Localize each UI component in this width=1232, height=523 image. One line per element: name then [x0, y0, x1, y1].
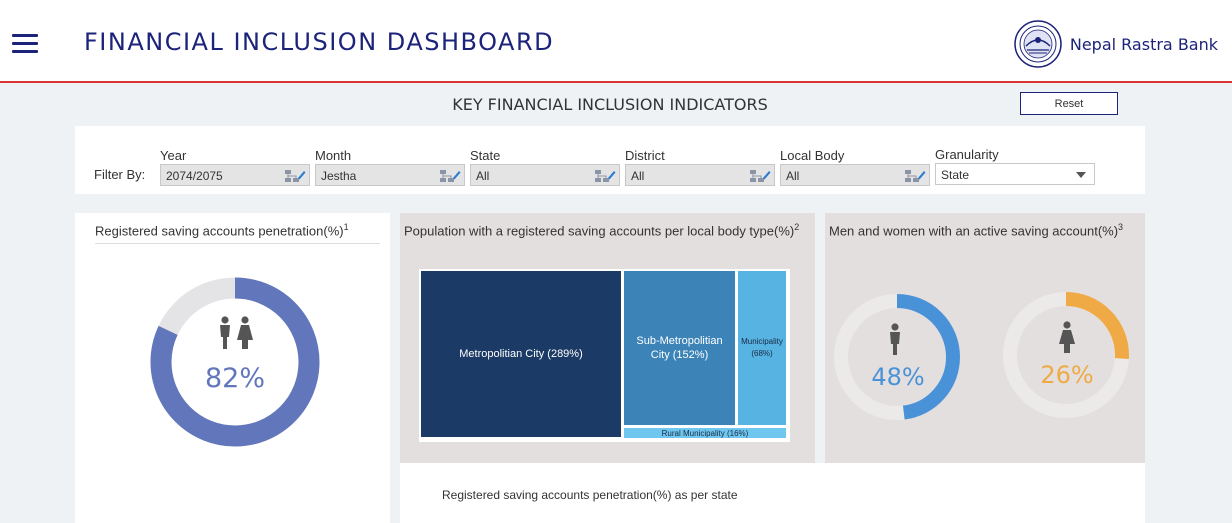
local-body-card: Population with a registered saving acco… [400, 213, 815, 463]
state-select[interactable]: All [470, 164, 620, 186]
treemap-cell-sub-metropolitan[interactable]: Sub-Metropolitian City (152%) [624, 271, 735, 425]
district-select[interactable]: All [625, 164, 775, 186]
chevron-down-icon[interactable] [1076, 172, 1086, 178]
app-title: FINANCIAL INCLUSION DASHBOARD [84, 28, 555, 56]
filter-year-label: Year [160, 148, 187, 163]
hierarchy-edit-icon[interactable] [594, 168, 616, 184]
men-donut[interactable] [825, 213, 1145, 463]
section-title: KEY FINANCIAL INCLUSION INDICATORS [452, 95, 768, 114]
state-title: Registered saving accounts penetration(%… [442, 488, 738, 502]
brand-name: Nepal Rastra Bank [1069, 34, 1218, 54]
treemap-cell-rural-municipality[interactable]: Rural Municipality (16%) [624, 428, 786, 438]
year-select[interactable]: 2074/2075 [160, 164, 310, 186]
filter-by-label: Filter By: [94, 167, 146, 182]
local-body-treemap: Metropolitian City (289%) Sub-Metropolit… [419, 269, 790, 442]
brand[interactable]: Nepal Rastra Bank [1014, 20, 1218, 68]
state-card: Registered saving accounts penetration(%… [400, 463, 1145, 523]
filter-bar: Filter By: Year 2074/2075 Month Jestha S… [75, 126, 1145, 194]
man-icon [890, 323, 900, 355]
year-value: 2074/2075 [166, 169, 223, 183]
nepal-rastra-bank-logo-icon [1014, 20, 1062, 68]
filter-state-label: State [470, 148, 501, 163]
gender-card: Men and women with an active saving acco… [825, 213, 1145, 463]
filter-year: Year 2074/2075 [160, 149, 310, 186]
hierarchy-edit-icon[interactable] [904, 168, 926, 184]
menu-icon[interactable] [12, 34, 38, 54]
hierarchy-edit-icon[interactable] [749, 168, 771, 184]
filter-month-label: Month [315, 148, 352, 163]
filter-granularity-label: Granularity [935, 147, 999, 162]
local-body-title: Population with a registered saving acco… [404, 222, 800, 239]
hierarchy-edit-icon[interactable] [284, 168, 306, 184]
district-value: All [631, 169, 645, 183]
month-select[interactable]: Jestha [315, 164, 465, 186]
app-header: FINANCIAL INCLUSION DASHBOARD Nepal Rast… [0, 0, 1232, 83]
women-arc[interactable] [1003, 292, 1129, 418]
penetration-value: 82% [204, 363, 265, 394]
hierarchy-edit-icon[interactable] [439, 168, 461, 184]
local-body-select[interactable]: All [780, 164, 930, 186]
filter-month: Month Jestha [315, 149, 465, 186]
penetration-title: Registered saving accounts penetration(%… [95, 222, 349, 239]
filter-local-body-label: Local Body [780, 148, 845, 163]
month-value: Jestha [321, 169, 357, 183]
local-body-value: All [786, 169, 800, 183]
gender-title: Men and women with an active saving acco… [829, 222, 1124, 239]
filter-district: District All [625, 149, 775, 186]
granularity-value: State [941, 168, 970, 182]
penetration-donut[interactable] [75, 213, 390, 523]
men-arc[interactable] [834, 294, 960, 420]
state-value: All [476, 169, 490, 183]
granularity-select[interactable]: State [935, 163, 1095, 185]
penetration-arc[interactable] [150, 277, 320, 447]
filter-state: State All [470, 149, 620, 186]
men-value: 48% [871, 363, 925, 391]
penetration-card: Registered saving accounts penetration(%… [75, 213, 390, 523]
treemap-cell-metropolitan[interactable]: Metropolitian City (289%) [421, 271, 621, 437]
reset-button[interactable]: Reset [1020, 92, 1118, 115]
woman-icon [1059, 321, 1075, 353]
filter-local-body: Local Body All [780, 149, 930, 186]
filter-district-label: District [625, 148, 665, 163]
filter-granularity: Granularity State [935, 148, 1095, 185]
women-value: 26% [1040, 361, 1094, 389]
treemap-cell-municipality[interactable]: Municipality (68%) [738, 271, 786, 425]
people-icon [220, 316, 253, 349]
